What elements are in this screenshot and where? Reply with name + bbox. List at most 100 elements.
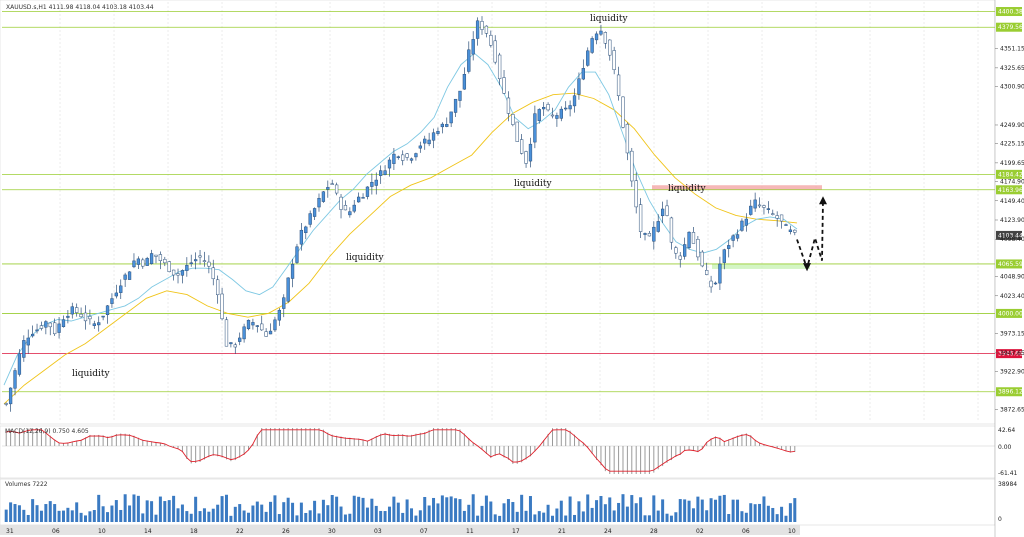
volume-bar [427,505,431,522]
level-3946-tag [996,349,1022,359]
volume-bar [84,515,88,522]
macd-tick-high: 42.64 [998,427,1015,434]
candle-down [405,153,409,158]
candle-up [299,229,304,245]
volume-bar [339,506,343,522]
volume-bar [202,508,206,522]
volume-bar [79,512,83,522]
volume-bar [22,509,26,522]
volume-bar [625,506,629,522]
vertical-gridlines [59,2,979,422]
candle-up [61,319,66,328]
volume-bar [559,500,563,522]
volume-bar [176,508,180,522]
volume-bar [379,510,383,522]
candle-down [83,312,88,322]
candle-down [211,267,215,280]
volume-bar [295,515,299,522]
candle-down [202,260,207,262]
volume-bar [185,511,189,522]
macd-histogram [2,428,995,474]
candle-up [70,306,74,315]
candle-down [502,77,506,94]
candle-down [630,150,634,182]
volume-bar [555,508,559,522]
moving-averages [3,52,798,405]
candle-up [431,132,436,141]
candle-up [251,322,255,326]
candle-up [92,323,96,326]
candle-up [537,109,541,121]
volume-bar [396,502,400,522]
candle-down [621,96,625,128]
time-axis-strip [0,525,800,535]
volume-bar [537,511,541,522]
time-label: 18 [190,528,198,535]
volume-bar [370,498,374,522]
candle-up [44,321,48,328]
time-label: 30 [328,528,336,535]
candle-up [352,204,356,212]
candle-up [784,224,788,226]
volume-bar [17,505,21,522]
candle-up [594,33,599,41]
fast-moving-average [3,52,798,386]
candle-up [643,233,647,235]
volume-bar [401,512,405,522]
volume-bar [749,503,753,522]
candle-down [167,261,171,272]
time-label: 06 [742,528,750,535]
candle-up [17,353,22,375]
volume-bar [480,505,484,522]
level-4400-label: 4400.38 [998,9,1023,16]
volume-bar [753,504,757,522]
volume-bar [194,496,198,522]
candle-up [586,50,590,66]
candle-down [480,21,484,30]
candle-up [35,329,39,332]
volume-bar [291,502,295,522]
volume-bar [110,505,114,522]
macd-panel [0,425,996,479]
volume-bar [88,511,92,522]
candle-up [590,38,594,53]
slow-moving-average [3,92,798,405]
candle-down [700,251,704,267]
volume-bar [564,515,568,522]
candle-up [445,124,449,127]
volume-bar [617,502,621,522]
volume-bar [502,503,506,522]
candle-up [123,274,127,280]
candle-down [334,184,339,194]
price-tick-label: 4300.90 [1000,84,1024,91]
time-label: 11 [466,528,474,535]
volume-bar [132,494,136,522]
candle-up [727,245,731,249]
candle-up [656,221,660,232]
volume-bar [35,505,39,522]
time-label: 03 [374,528,382,535]
volume-bar [75,502,79,522]
volume-bar [264,511,268,522]
candle-up [409,158,414,161]
volume-bar [92,510,96,522]
candle-down [515,121,519,142]
volume-bar [440,495,444,522]
candle-down [524,151,528,164]
candle-down [616,74,621,97]
volume-bar [145,500,149,522]
candle-up [453,98,458,113]
volume-bar [493,514,497,522]
liquidity-label-right: liquidity [668,184,706,194]
candle-up [555,115,559,119]
volume-bar [652,495,656,522]
volume-bar [255,501,259,522]
candle-up [387,159,392,169]
volume-bar [498,515,502,522]
volume-bar [476,515,480,522]
volume-bar [696,496,700,522]
candle-up [559,108,563,119]
candle-down [520,139,524,154]
candle-up [467,49,471,72]
